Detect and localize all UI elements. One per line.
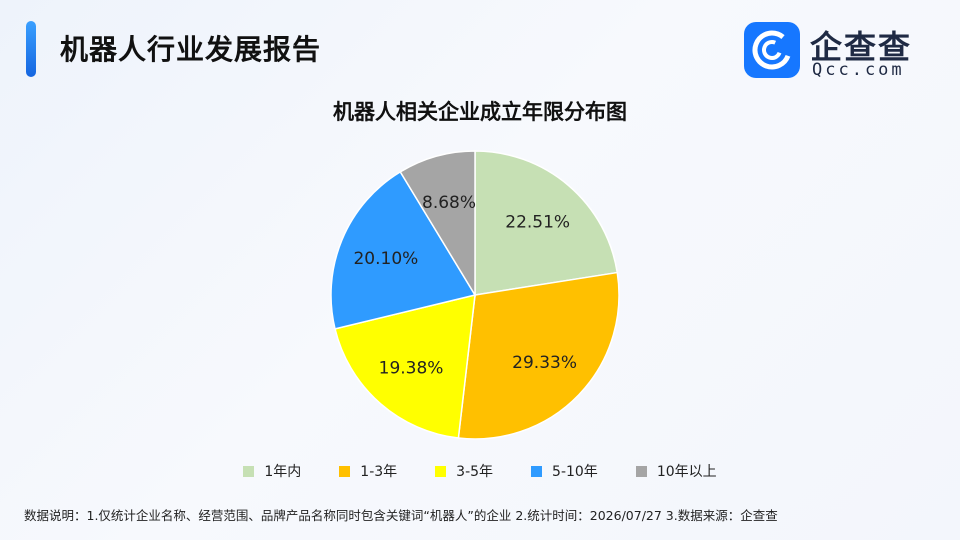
legend-swatch — [435, 465, 447, 477]
legend-item: 1-3年 — [339, 461, 397, 481]
legend-label: 1年内 — [264, 464, 302, 480]
legend-swatch — [243, 465, 255, 477]
legend-label: 1-3年 — [360, 464, 398, 480]
pie-slice-4 — [330, 170, 477, 330]
qcc-logo-icon — [744, 22, 800, 78]
legend-item: 5-10年 — [531, 461, 598, 481]
slice-value-label: 8.68% — [422, 193, 476, 213]
footnote: 数据说明：1.仅统计企业名称、经营范围、品牌产品名称同时包含关键词“机器人”的企… — [24, 508, 778, 523]
legend-label: 5-10年 — [552, 464, 598, 480]
legend-swatch — [339, 465, 351, 477]
pie-slice-3 — [334, 294, 476, 439]
slice-value-label: 19.38% — [379, 358, 444, 378]
logo-text-en: Qcc.com — [812, 60, 905, 80]
pie-slice-1 — [474, 150, 619, 296]
chart-legend: 1年内 1-3年 3-5年 5-10年 10年以上 — [0, 461, 960, 481]
legend-item: 1年内 — [243, 461, 301, 481]
legend-swatch — [531, 465, 543, 477]
qcc-logo: 企查查 Qcc.com — [744, 22, 944, 80]
pie-slice-2 — [457, 271, 620, 440]
title-accent-bar — [26, 21, 36, 77]
legend-item: 10年以上 — [635, 461, 717, 481]
legend-label: 10年以上 — [656, 464, 717, 480]
logo-text-cn: 企查查 — [810, 28, 913, 66]
legend-item: 3-5年 — [435, 461, 493, 481]
slice-value-label: 22.51% — [505, 213, 570, 233]
legend-label: 3-5年 — [456, 464, 494, 480]
report-title: 机器人行业发展报告 — [60, 33, 322, 66]
slice-value-label: 29.33% — [512, 353, 577, 373]
chart-title: 机器人相关企业成立年限分布图 — [333, 100, 627, 124]
slice-value-label: 20.10% — [353, 249, 418, 269]
legend-swatch — [635, 465, 647, 477]
pie-slice-5 — [399, 150, 476, 298]
